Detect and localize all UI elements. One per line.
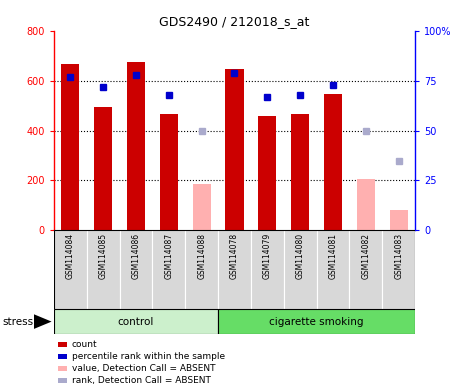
Bar: [58, 354, 67, 359]
Text: GSM114085: GSM114085: [98, 233, 108, 279]
Text: cigarette smoking: cigarette smoking: [269, 316, 364, 327]
Text: GSM114088: GSM114088: [197, 233, 206, 279]
Bar: [152, 230, 185, 309]
Bar: [160, 114, 178, 230]
Bar: [54, 230, 87, 309]
Text: value, Detection Call = ABSENT: value, Detection Call = ABSENT: [72, 364, 215, 373]
Text: stress: stress: [2, 316, 33, 327]
Bar: [251, 230, 284, 309]
Text: count: count: [72, 340, 98, 349]
Bar: [58, 366, 67, 371]
Bar: [218, 230, 251, 309]
Text: GSM114083: GSM114083: [394, 233, 403, 279]
Bar: [120, 230, 152, 309]
Bar: [284, 230, 317, 309]
Bar: [349, 230, 382, 309]
Bar: [291, 114, 309, 230]
Bar: [54, 309, 218, 334]
Text: GSM114087: GSM114087: [164, 233, 174, 279]
Text: GSM114086: GSM114086: [131, 233, 141, 279]
Bar: [382, 230, 415, 309]
Polygon shape: [34, 314, 52, 329]
Text: GSM114081: GSM114081: [328, 233, 338, 279]
Bar: [185, 230, 218, 309]
Bar: [58, 342, 67, 347]
Bar: [94, 108, 112, 230]
Bar: [218, 309, 415, 334]
Text: GSM114078: GSM114078: [230, 233, 239, 279]
Bar: [324, 94, 342, 230]
Bar: [317, 230, 349, 309]
Bar: [58, 378, 67, 383]
Bar: [61, 65, 79, 230]
Bar: [258, 116, 276, 230]
Text: GSM114082: GSM114082: [361, 233, 371, 279]
Bar: [193, 184, 211, 230]
Bar: [226, 69, 243, 230]
Bar: [357, 179, 375, 230]
Text: rank, Detection Call = ABSENT: rank, Detection Call = ABSENT: [72, 376, 211, 384]
Text: GSM114079: GSM114079: [263, 233, 272, 279]
Title: GDS2490 / 212018_s_at: GDS2490 / 212018_s_at: [159, 15, 310, 28]
Text: percentile rank within the sample: percentile rank within the sample: [72, 352, 225, 361]
Bar: [390, 210, 408, 230]
Text: control: control: [118, 316, 154, 327]
Text: GSM114084: GSM114084: [66, 233, 75, 279]
Bar: [87, 230, 120, 309]
Text: GSM114080: GSM114080: [295, 233, 305, 279]
Bar: [127, 62, 145, 230]
